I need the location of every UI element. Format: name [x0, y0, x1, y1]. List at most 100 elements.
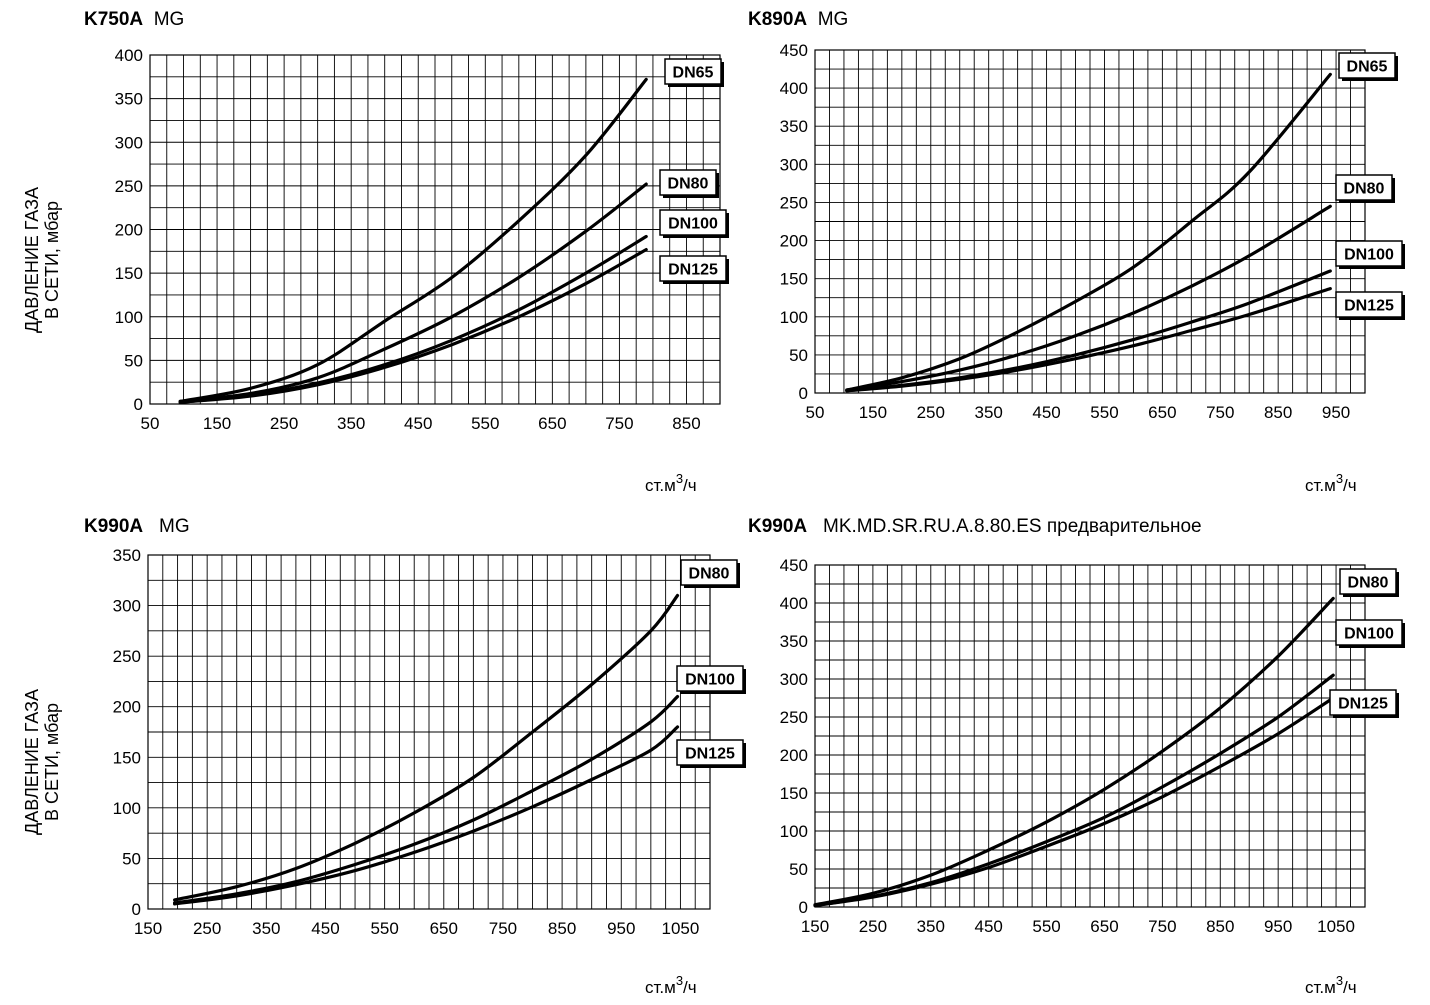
- panel-title-k990a-mg: K990A MG: [84, 516, 190, 538]
- x-tick-label: 450: [1032, 403, 1060, 422]
- x-tick-label: 450: [974, 917, 1002, 936]
- y-tick-label: 400: [780, 79, 808, 98]
- series-label-dn125: DN125: [659, 255, 729, 284]
- y-tick-label: 200: [780, 232, 808, 251]
- x-axis-unit-label: ст.м3/ч: [1305, 471, 1357, 495]
- chart-panel-0: 50 150 250 350 450 550 650 750 85005010015020025…: [115, 46, 729, 495]
- y-tick-label: 150: [780, 270, 808, 289]
- series-label-box: [676, 665, 744, 692]
- y-tick-label: 150: [115, 264, 143, 283]
- y-tick-label: 400: [115, 46, 143, 65]
- y-tick-label: 300: [115, 133, 143, 152]
- y-tick-label: 50: [124, 351, 143, 370]
- y-tick-label: 50: [122, 849, 141, 868]
- x-tick-label: 550: [1032, 917, 1060, 936]
- x-tick-label: 150: [134, 919, 162, 938]
- x-tick-label: 50: [806, 403, 825, 422]
- series-label-text: DN80: [668, 176, 709, 193]
- y-tick-label: 400: [780, 594, 808, 613]
- x-axis-unit-label: ст.м3/ч: [645, 471, 697, 495]
- x-tick-label: 850: [1206, 917, 1234, 936]
- series-label-text: DN100: [685, 672, 735, 689]
- grid: [814, 564, 1366, 908]
- x-tick-label: 550: [370, 919, 398, 938]
- x-tick-label: 750: [605, 414, 633, 433]
- y-tick-label: 250: [115, 177, 143, 196]
- series-line-dn80: [178, 182, 648, 403]
- x-axis-unit-label: ст.м3/ч: [645, 973, 697, 997]
- y-tick-label: 0: [799, 384, 808, 403]
- series-line-dn65: [845, 72, 1332, 392]
- y-tick-label: 350: [780, 632, 808, 651]
- x-axis-unit-label: ст.м3/ч: [1305, 973, 1357, 997]
- y-tick-label: 100: [113, 799, 141, 818]
- series-label-text: DN65: [673, 65, 714, 82]
- x-tick-label: 550: [471, 414, 499, 433]
- x-tick-label: 350: [337, 414, 365, 433]
- series-label-text: DN125: [668, 262, 718, 279]
- x-tick-label: 950: [607, 919, 635, 938]
- series-label-dn125: DN125: [1335, 291, 1405, 320]
- x-tick-label: 350: [974, 403, 1002, 422]
- series-label-dn100: DN100: [1335, 240, 1405, 269]
- series-label-text: DN125: [1344, 298, 1394, 315]
- y-tick-label: 250: [780, 193, 808, 212]
- x-tick-label: 150: [203, 414, 231, 433]
- x-tick-label: 350: [252, 919, 280, 938]
- panel-title-k890a: K890A MG: [748, 9, 848, 31]
- series-label-dn80: DN80: [1339, 568, 1399, 597]
- series-label-text: DN100: [1344, 626, 1394, 643]
- x-tick-label: 550: [1090, 403, 1118, 422]
- y-tick-label: 150: [780, 784, 808, 803]
- series-label-box: [1335, 174, 1393, 201]
- series-line-dn80: [813, 596, 1335, 907]
- series-label-text: DN125: [1338, 696, 1388, 713]
- series-label-dn100: DN100: [676, 665, 746, 694]
- series-line-dn125: [173, 725, 680, 906]
- series-label-text: DN125: [685, 746, 735, 763]
- x-tick-label: 250: [270, 414, 298, 433]
- plot-frame: [814, 49, 1366, 394]
- y-tick-label: 100: [780, 822, 808, 841]
- y-tick-label: 350: [113, 546, 141, 565]
- series-label-box: [659, 255, 727, 282]
- series-label-box: [1335, 240, 1403, 267]
- series-label-box: [680, 559, 738, 586]
- y-tick-label: 250: [113, 647, 141, 666]
- x-tick-label: 250: [917, 403, 945, 422]
- series-line-dn125: [178, 248, 648, 404]
- chart-panel-2: 150 250 350 450 550 650 750 850 950 1050 0 50 100 150…: [113, 546, 746, 997]
- series-label-dn125: DN125: [676, 739, 746, 768]
- series-label-text: DN100: [668, 216, 718, 233]
- series-label-box: [659, 169, 717, 196]
- series-label-dn80: DN80: [680, 559, 740, 588]
- x-tick-label: 750: [1148, 917, 1176, 936]
- x-tick-label: 250: [859, 917, 887, 936]
- x-tick-label: 50: [141, 414, 160, 433]
- panel-title-suffix: MG: [153, 9, 185, 30]
- series-label-dn100: DN100: [1335, 619, 1405, 648]
- panel-title-k990a-mk: K990A MK.MD.SR.RU.A.8.80.ES предваритель…: [748, 516, 1202, 538]
- y-tick-label: 0: [799, 898, 808, 917]
- y-tick-label: 300: [113, 597, 141, 616]
- series-label-box: [1329, 689, 1397, 716]
- series-label-box: [1338, 52, 1396, 79]
- y-tick-label: 100: [115, 308, 143, 327]
- x-tick-label: 650: [1090, 917, 1118, 936]
- series-label-text: DN80: [689, 566, 730, 583]
- panel-title-model: K990A: [748, 516, 808, 537]
- panel-title-suffix: MG: [159, 516, 190, 537]
- y-tick-label: 350: [780, 117, 808, 136]
- y-tick-label: 50: [789, 346, 808, 365]
- x-tick-label: 350: [917, 917, 945, 936]
- series-label-box: [664, 58, 722, 85]
- x-tick-label: 150: [801, 917, 829, 936]
- series-label-text: DN80: [1344, 181, 1385, 198]
- series-label-text: DN65: [1347, 59, 1388, 76]
- y-tick-label: 0: [134, 395, 143, 414]
- x-tick-label: 450: [311, 919, 339, 938]
- series-line-dn80: [173, 593, 680, 902]
- series-label-dn125: DN125: [1329, 689, 1399, 718]
- y-tick-label: 50: [789, 860, 808, 879]
